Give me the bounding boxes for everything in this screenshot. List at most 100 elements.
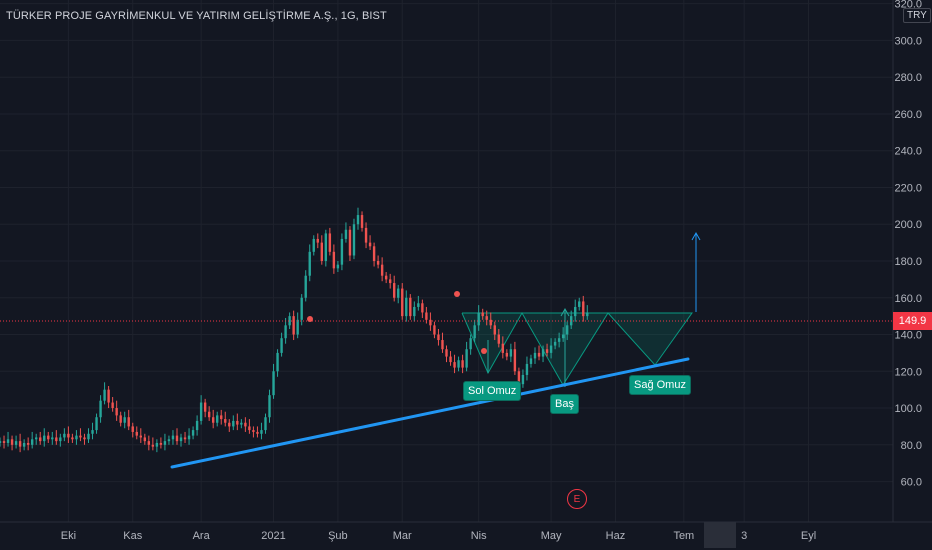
candle bbox=[187, 428, 191, 445]
candle bbox=[292, 310, 295, 341]
signal-dot-1 bbox=[307, 316, 313, 322]
candle bbox=[67, 426, 70, 443]
candle bbox=[380, 257, 384, 282]
candle bbox=[296, 312, 299, 339]
y-tick-label: 60.0 bbox=[901, 477, 922, 489]
candle bbox=[393, 275, 396, 302]
candle bbox=[453, 354, 456, 374]
y-tick-label: 260.0 bbox=[894, 109, 922, 121]
candle bbox=[364, 222, 368, 249]
candle bbox=[26, 437, 30, 451]
candle bbox=[248, 419, 251, 434]
head-and-shoulders-pattern bbox=[461, 231, 701, 387]
y-tick-label: 320.0 bbox=[894, 0, 922, 11]
signal-dot-2 bbox=[454, 291, 460, 297]
candle bbox=[224, 411, 227, 427]
last-price-label: 149.9 bbox=[893, 312, 932, 330]
x-tick-label: Eki bbox=[61, 530, 76, 542]
candle bbox=[344, 222, 348, 243]
candle bbox=[216, 411, 219, 427]
candle bbox=[131, 422, 134, 438]
candle bbox=[493, 321, 496, 341]
candle bbox=[2, 435, 6, 449]
candle bbox=[461, 354, 464, 374]
candle bbox=[545, 343, 549, 357]
candle bbox=[236, 413, 239, 431]
candle bbox=[340, 233, 344, 271]
candle bbox=[18, 433, 22, 453]
target-arrow-tip bbox=[691, 231, 701, 241]
candle bbox=[586, 305, 589, 320]
candle bbox=[316, 233, 319, 249]
candle bbox=[569, 310, 573, 330]
x-tick-label: Mar bbox=[393, 530, 412, 542]
pattern-outline bbox=[461, 311, 693, 386]
candle bbox=[537, 345, 541, 361]
candle bbox=[481, 308, 484, 320]
candle bbox=[55, 430, 58, 445]
candle bbox=[320, 235, 324, 265]
x-tick-label: Şub bbox=[328, 530, 348, 542]
candle bbox=[574, 299, 577, 322]
right-shoulder-label[interactable]: Sağ Omuz bbox=[629, 375, 691, 395]
y-tick-label: 100.0 bbox=[894, 403, 922, 415]
head-label[interactable]: Baş bbox=[550, 394, 579, 414]
candle bbox=[10, 435, 14, 451]
x-tick-label: Tem bbox=[673, 530, 694, 542]
candle bbox=[473, 319, 476, 342]
y-tick-label: 300.0 bbox=[894, 35, 922, 47]
candle bbox=[324, 229, 328, 267]
left-shoulder-label[interactable]: Sol Omuz bbox=[463, 381, 522, 401]
candle bbox=[513, 341, 517, 375]
earnings-event-marker[interactable]: E bbox=[567, 489, 587, 509]
y-tick-label: 80.0 bbox=[901, 440, 922, 452]
candle bbox=[509, 343, 513, 363]
candle bbox=[143, 433, 147, 445]
candle bbox=[485, 310, 488, 326]
candle bbox=[312, 235, 315, 256]
candle bbox=[525, 356, 529, 381]
candle bbox=[103, 382, 106, 405]
candle bbox=[252, 426, 255, 438]
candlestick-series bbox=[0, 207, 589, 453]
candle bbox=[553, 338, 557, 350]
y-tick-label: 180.0 bbox=[894, 256, 922, 268]
candle bbox=[75, 430, 78, 445]
candle bbox=[199, 395, 203, 425]
candle bbox=[561, 327, 565, 342]
time-axis-highlight bbox=[704, 522, 736, 548]
candle bbox=[304, 270, 307, 302]
x-tick-label: May bbox=[541, 530, 562, 542]
candle bbox=[457, 356, 460, 372]
candle bbox=[360, 211, 364, 232]
x-tick-label: Kas bbox=[123, 530, 142, 542]
candle bbox=[22, 439, 26, 451]
candle bbox=[203, 398, 207, 418]
candle bbox=[578, 297, 581, 311]
candle bbox=[489, 312, 492, 330]
candle bbox=[401, 283, 404, 320]
candle bbox=[521, 369, 525, 388]
candle bbox=[336, 261, 340, 273]
candle bbox=[220, 409, 223, 425]
x-tick-label: Haz bbox=[606, 530, 626, 542]
y-tick-label: 140.0 bbox=[894, 330, 922, 342]
candle bbox=[268, 389, 271, 423]
currency-badge[interactable]: TRY bbox=[903, 8, 931, 23]
candle bbox=[421, 299, 424, 318]
candle bbox=[433, 321, 436, 339]
candle bbox=[332, 244, 336, 274]
candle bbox=[115, 400, 118, 421]
candle bbox=[43, 428, 46, 447]
candle bbox=[195, 415, 199, 436]
candle bbox=[280, 332, 283, 357]
candle bbox=[35, 433, 38, 445]
candle bbox=[159, 437, 163, 449]
candle bbox=[6, 431, 10, 447]
candle bbox=[264, 413, 267, 434]
candle bbox=[405, 290, 408, 322]
time-axis: Eki Kas Ara 2021 Şub Mar Nis May Haz Tem 3 Eyl bbox=[61, 530, 816, 542]
candle bbox=[211, 409, 215, 429]
candle bbox=[139, 428, 142, 443]
